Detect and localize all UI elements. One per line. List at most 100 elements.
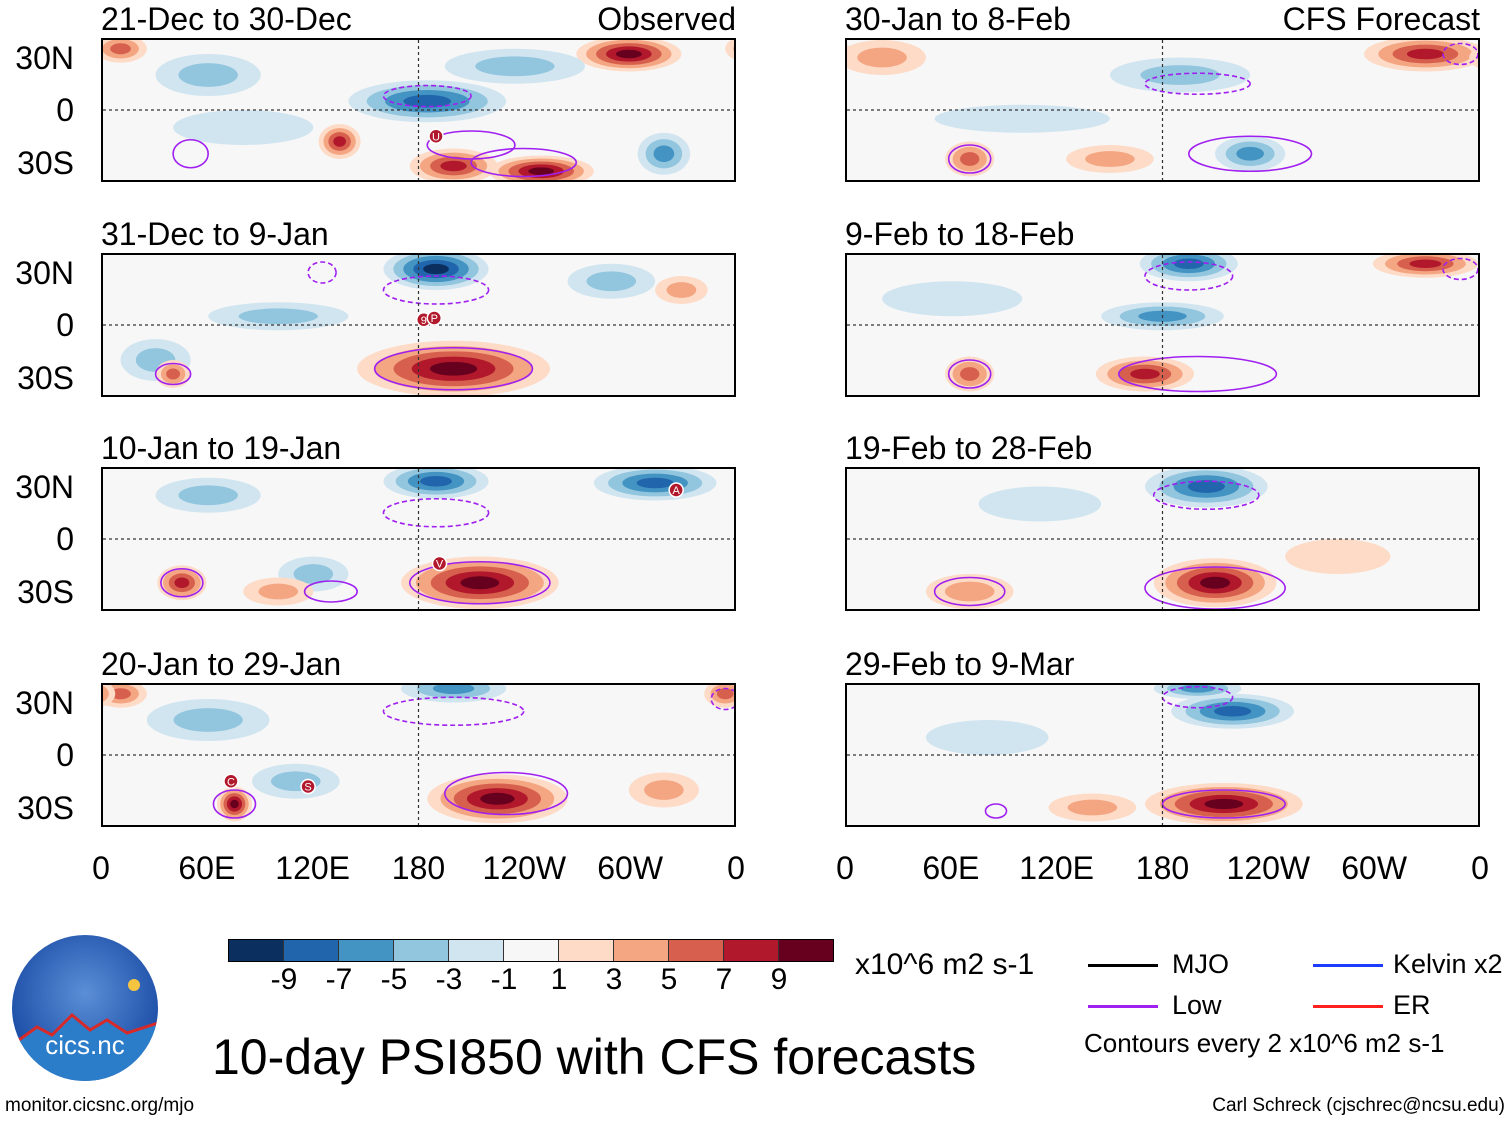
units-label: x10^6 m2 s-1 — [855, 948, 1035, 981]
anomaly-shade — [716, 688, 734, 700]
footer-url[interactable]: monitor.cicsnc.org/mjo — [5, 1095, 195, 1116]
storm-marker: C — [223, 773, 239, 789]
colorbar — [228, 939, 834, 962]
legend-label-er: ER — [1393, 990, 1431, 1020]
low-frequency-contour — [172, 138, 209, 169]
low-frequency-contour — [1442, 42, 1478, 66]
anomaly-shade — [978, 486, 1102, 522]
colorbar-swatch — [339, 940, 394, 961]
storm-marker-circle — [668, 482, 684, 498]
storm-marker-circle — [300, 778, 316, 795]
colorbar-tick-label: 9 — [770, 963, 788, 996]
x-axis-label: 60W — [597, 850, 664, 886]
storm-marker-label: 9 — [421, 315, 427, 327]
anomaly-shade — [615, 49, 642, 59]
x-axis-label: 120W — [482, 850, 567, 886]
panel-title: 31-Dec to 9-Jan — [101, 216, 329, 252]
anomaly-shade — [1187, 480, 1225, 493]
y-axis-label: 30N — [15, 468, 74, 505]
anomaly-shade — [1085, 151, 1135, 167]
anomaly-shade — [857, 47, 907, 68]
colorbar-tick-label: 3 — [605, 963, 623, 996]
x-axis-label: 0 — [727, 850, 745, 886]
anomaly-shade — [925, 720, 1049, 755]
anomaly-shade — [480, 792, 515, 805]
anomaly-shade — [238, 308, 318, 325]
legend-label-low: Low — [1172, 990, 1222, 1020]
map-field — [847, 40, 1478, 180]
low-frequency-contour — [382, 84, 472, 108]
low-frequency-contour — [710, 687, 734, 711]
anomaly-shade — [403, 94, 452, 108]
anomaly-shade — [178, 485, 238, 506]
colorbar-tick-label: 5 — [660, 963, 678, 996]
y-axis-label: 30N — [15, 684, 74, 721]
anomaly-shade — [110, 688, 131, 700]
anomaly-shade — [103, 685, 109, 702]
low-frequency-contour — [1442, 257, 1478, 281]
y-axis-label: 0 — [56, 307, 74, 343]
y-axis-label: 30S — [17, 789, 74, 826]
y-axis-label: 0 — [56, 92, 74, 128]
colorbar-tick-label: -1 — [490, 963, 518, 996]
storm-marker: S — [300, 778, 316, 795]
anomaly-shade — [1214, 705, 1252, 717]
low-frequency-contour — [1144, 261, 1234, 291]
colorbar-tick-label: -7 — [325, 963, 353, 996]
storm-marker-circle — [223, 773, 239, 789]
low-frequency-contour — [1161, 789, 1286, 819]
x-axis-label: 120E — [275, 850, 351, 886]
storm-marker-label: S — [304, 782, 311, 794]
anomaly-shade — [960, 152, 980, 166]
anomaly-shade — [1236, 146, 1264, 161]
map-panel — [845, 683, 1480, 827]
low-frequency-contour — [154, 362, 192, 386]
x-axis-label: 0 — [1471, 850, 1489, 886]
anomaly-shade — [644, 780, 684, 800]
low-frequency-contour — [947, 144, 992, 174]
low-frequency-contour — [373, 346, 534, 391]
y-axis-label: 30S — [17, 359, 74, 396]
legend-label-kelvin: Kelvin x2 — [1393, 949, 1503, 979]
anomaly-shade — [1067, 799, 1118, 816]
mountain-icon — [12, 979, 158, 1081]
low-frequency-contour — [408, 560, 551, 605]
anomaly-shade — [725, 40, 734, 60]
anomaly-shade — [110, 43, 131, 55]
low-frequency-contour — [382, 275, 490, 305]
anomaly-shade — [1173, 258, 1204, 270]
low-frequency-contour — [984, 803, 1008, 819]
panel-title: 9-Feb to 18-Feb — [845, 216, 1075, 252]
anomaly-shade — [423, 263, 449, 275]
x-axis-label: 0 — [92, 850, 110, 886]
anomaly-shade — [1285, 539, 1391, 574]
legend-line-kelvin — [1313, 964, 1383, 967]
colorbar-swatch — [724, 940, 779, 961]
forecast-label: CFS Forecast — [1282, 1, 1480, 37]
low-frequency-contour — [443, 771, 569, 816]
anomaly-shade — [666, 282, 697, 298]
low-frequency-contour — [1152, 480, 1260, 511]
anomaly-shade — [173, 708, 243, 732]
anomaly-shade — [733, 45, 734, 52]
contour-note: Contours every 2 x10^6 m2 s-1 — [1084, 1028, 1445, 1058]
anomaly-shade — [293, 564, 334, 584]
panel-title: 19-Feb to 28-Feb — [845, 430, 1093, 466]
anomaly-shade — [475, 56, 555, 77]
low-frequency-contour — [470, 147, 578, 178]
low-frequency-contour — [933, 576, 1006, 607]
anomaly-shade — [944, 581, 995, 602]
anomaly-shade — [178, 63, 238, 87]
anomaly-shade — [429, 361, 478, 376]
low-frequency-contour — [303, 580, 358, 603]
anomaly-shade — [934, 104, 1110, 133]
colorbar-tick-label: -9 — [270, 963, 298, 996]
anomaly-shade — [420, 475, 452, 487]
storm-marker: U — [428, 128, 444, 144]
colorbar-swatch — [669, 940, 724, 961]
colorbar-swatch — [779, 940, 833, 961]
